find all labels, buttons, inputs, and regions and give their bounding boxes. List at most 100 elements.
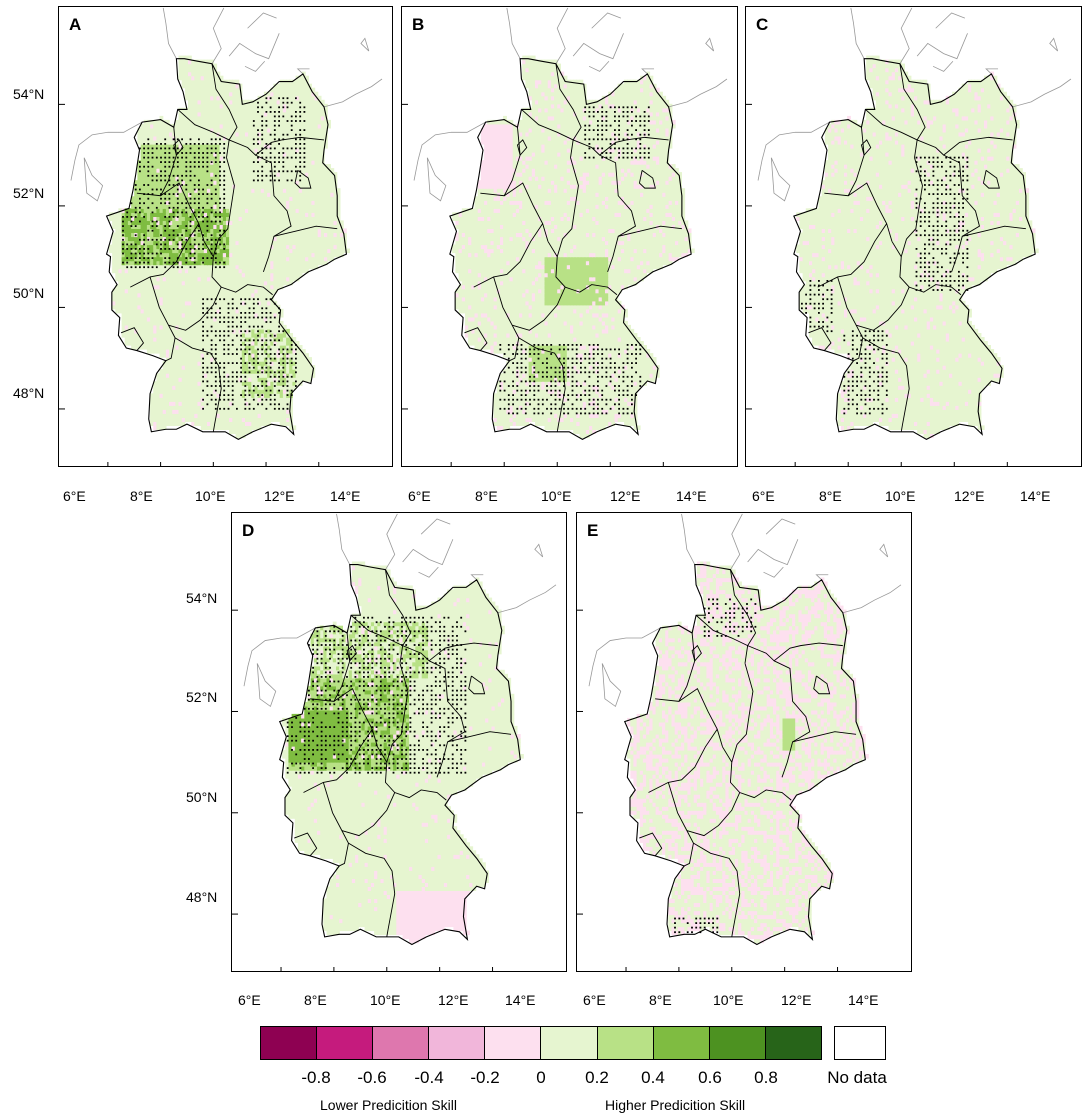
skill-cell: [286, 111, 290, 117]
skill-cell: [330, 188, 335, 193]
skill-cell: [210, 152, 214, 157]
skill-cell: [295, 248, 300, 254]
skill-cell: [184, 252, 189, 258]
skill-cell: [146, 284, 151, 290]
skill-cell: [165, 421, 170, 426]
skill-cell: [194, 264, 199, 270]
skill-cell: [267, 341, 271, 346]
skill-cell: [317, 180, 322, 185]
skill-cell: [184, 409, 189, 414]
skill-cell: [245, 188, 249, 193]
skill-cell: [219, 216, 224, 221]
skill-cell: [143, 228, 148, 233]
skill-cell: [165, 292, 170, 298]
skill-cell: [169, 373, 173, 378]
significance-dot: [278, 389, 280, 392]
skill-cell: [279, 87, 284, 93]
skill-cell: [333, 172, 338, 177]
skill-cell: [245, 123, 249, 129]
skill-cell: [197, 152, 202, 157]
skill-cell: [314, 123, 319, 129]
skill-cell: [245, 180, 249, 185]
skill-cell: [197, 280, 202, 286]
skill-cell: [178, 409, 183, 414]
skill-cell: [292, 192, 297, 197]
skill-cell: [270, 312, 275, 318]
skill-cell: [153, 268, 157, 274]
skill-cell: [219, 333, 224, 338]
skill-cell: [115, 248, 120, 254]
skill-cell: [194, 312, 199, 318]
skill-cell: [156, 373, 161, 378]
skill-cell: [131, 228, 135, 233]
skill-cell: [251, 280, 256, 286]
skill-cell: [235, 304, 240, 310]
skill-cell: [279, 401, 284, 406]
skill-cell: [178, 401, 183, 406]
skill-cell: [320, 232, 325, 238]
skill-cell: [241, 272, 246, 278]
skill-cell: [248, 115, 252, 121]
skill-cell: [127, 320, 132, 326]
skill-cell: [178, 296, 183, 302]
skill-cell: [301, 123, 306, 129]
skill-cell: [229, 381, 233, 386]
skill-cell: [229, 316, 233, 322]
skill-cell: [254, 184, 259, 189]
skill-cell: [222, 95, 227, 101]
skill-cell: [203, 365, 208, 370]
skill-cell: [282, 232, 287, 238]
skill-cell: [181, 272, 186, 278]
skill-cell: [257, 131, 262, 137]
skill-cell: [267, 381, 271, 386]
skill-cell: [267, 164, 271, 169]
skill-cell: [298, 228, 303, 233]
skill-cell: [241, 337, 246, 342]
skill-cell: [178, 276, 183, 282]
skill-cell: [184, 212, 189, 217]
skill-cell: [308, 232, 312, 238]
skill-cell: [197, 148, 202, 153]
skill-cell: [181, 71, 186, 77]
skill-cell: [165, 256, 170, 262]
skill-cell: [137, 324, 142, 330]
skill-cell: [153, 248, 157, 254]
skill-cell: [229, 276, 233, 282]
skill-cell: [336, 252, 341, 258]
skill-cell: [178, 248, 183, 254]
skill-cell: [210, 79, 214, 85]
skill-cell: [229, 200, 233, 205]
skill-cell: [181, 393, 186, 398]
skill-cell: [267, 256, 271, 262]
skill-cell: [324, 220, 328, 225]
skill-cell: [226, 236, 230, 242]
skill-cell: [150, 168, 154, 173]
skill-cell: [273, 373, 278, 378]
skill-cell: [226, 357, 230, 362]
skill-cell: [210, 204, 214, 209]
skill-cell: [169, 156, 173, 161]
skill-cell: [150, 248, 154, 254]
skill-cell: [216, 272, 221, 278]
skill-cell: [276, 224, 281, 229]
skill-cell: [286, 272, 290, 278]
skill-cell: [124, 236, 129, 242]
skill-cell: [270, 152, 275, 157]
skill-cell: [276, 272, 281, 278]
skill-cell: [219, 373, 224, 378]
skill-cell: [339, 228, 344, 233]
skill-cell: [245, 280, 249, 286]
skill-cell: [153, 417, 157, 422]
skill-cell: [150, 417, 154, 422]
skill-cell: [251, 401, 256, 406]
skill-cell: [178, 212, 183, 217]
skill-cell: [165, 164, 170, 169]
skill-cell: [330, 172, 335, 177]
skill-cell: [282, 119, 287, 125]
skill-cell: [289, 204, 293, 209]
skill-cell: [235, 123, 240, 129]
skill-cell: [254, 353, 259, 358]
skill-cell: [131, 328, 135, 334]
skill-cell: [184, 208, 189, 213]
skill-cell: [232, 377, 237, 382]
